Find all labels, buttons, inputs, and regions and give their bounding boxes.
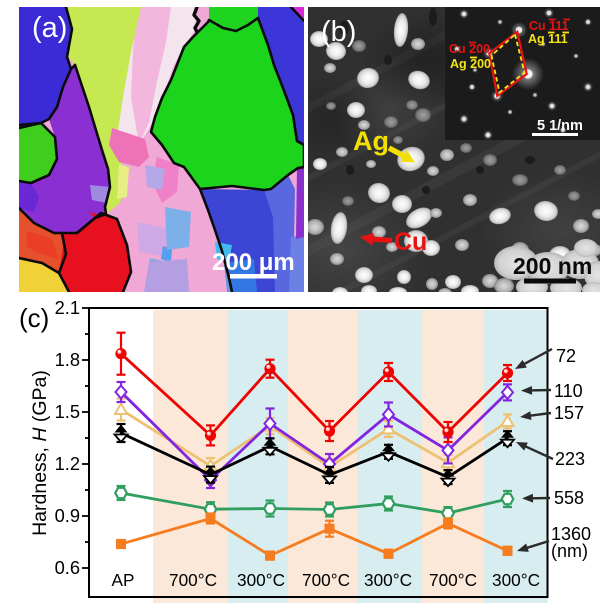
svg-text:1.2: 1.2 bbox=[55, 453, 80, 474]
svg-text:72: 72 bbox=[556, 346, 576, 366]
svg-text:300°C: 300°C bbox=[364, 570, 412, 590]
svg-text:0.9: 0.9 bbox=[55, 505, 80, 526]
svg-text:1.5: 1.5 bbox=[55, 401, 80, 422]
svg-text:223: 223 bbox=[555, 449, 585, 469]
svg-text:300°C: 300°C bbox=[237, 570, 285, 590]
svg-text:(a): (a) bbox=[32, 12, 67, 44]
svg-text:200 μm: 200 μm bbox=[212, 249, 295, 276]
svg-text:700°C: 700°C bbox=[429, 570, 477, 590]
svg-text:5 1/nm: 5 1/nm bbox=[537, 118, 583, 134]
svg-text:157: 157 bbox=[554, 403, 584, 423]
svg-text:(c): (c) bbox=[19, 303, 49, 333]
svg-text:AP: AP bbox=[112, 570, 135, 590]
svg-text:Ag 111: Ag 111 bbox=[528, 32, 568, 46]
svg-text:Cu: Cu bbox=[394, 228, 427, 256]
svg-text:300°C: 300°C bbox=[492, 570, 540, 590]
svg-text:Cu 111: Cu 111 bbox=[529, 19, 569, 33]
svg-text:Hardness, H (GPa): Hardness, H (GPa) bbox=[29, 370, 51, 536]
svg-text:Cu 200: Cu 200 bbox=[449, 42, 490, 56]
svg-text:200 nm: 200 nm bbox=[513, 253, 592, 279]
svg-text:558: 558 bbox=[554, 488, 584, 508]
svg-text:700°C: 700°C bbox=[169, 570, 217, 590]
svg-text:0.6: 0.6 bbox=[55, 557, 80, 578]
svg-text:110: 110 bbox=[554, 381, 583, 401]
svg-text:Ag: Ag bbox=[353, 126, 389, 156]
svg-text:1360: 1360 bbox=[551, 524, 591, 544]
svg-text:(nm): (nm) bbox=[551, 541, 588, 561]
svg-text:1.8: 1.8 bbox=[55, 349, 80, 370]
svg-text:Ag 200: Ag 200 bbox=[450, 57, 491, 71]
svg-text:700°C: 700°C bbox=[302, 570, 350, 590]
svg-text:(b): (b) bbox=[321, 16, 356, 48]
svg-text:2.1: 2.1 bbox=[55, 297, 80, 318]
